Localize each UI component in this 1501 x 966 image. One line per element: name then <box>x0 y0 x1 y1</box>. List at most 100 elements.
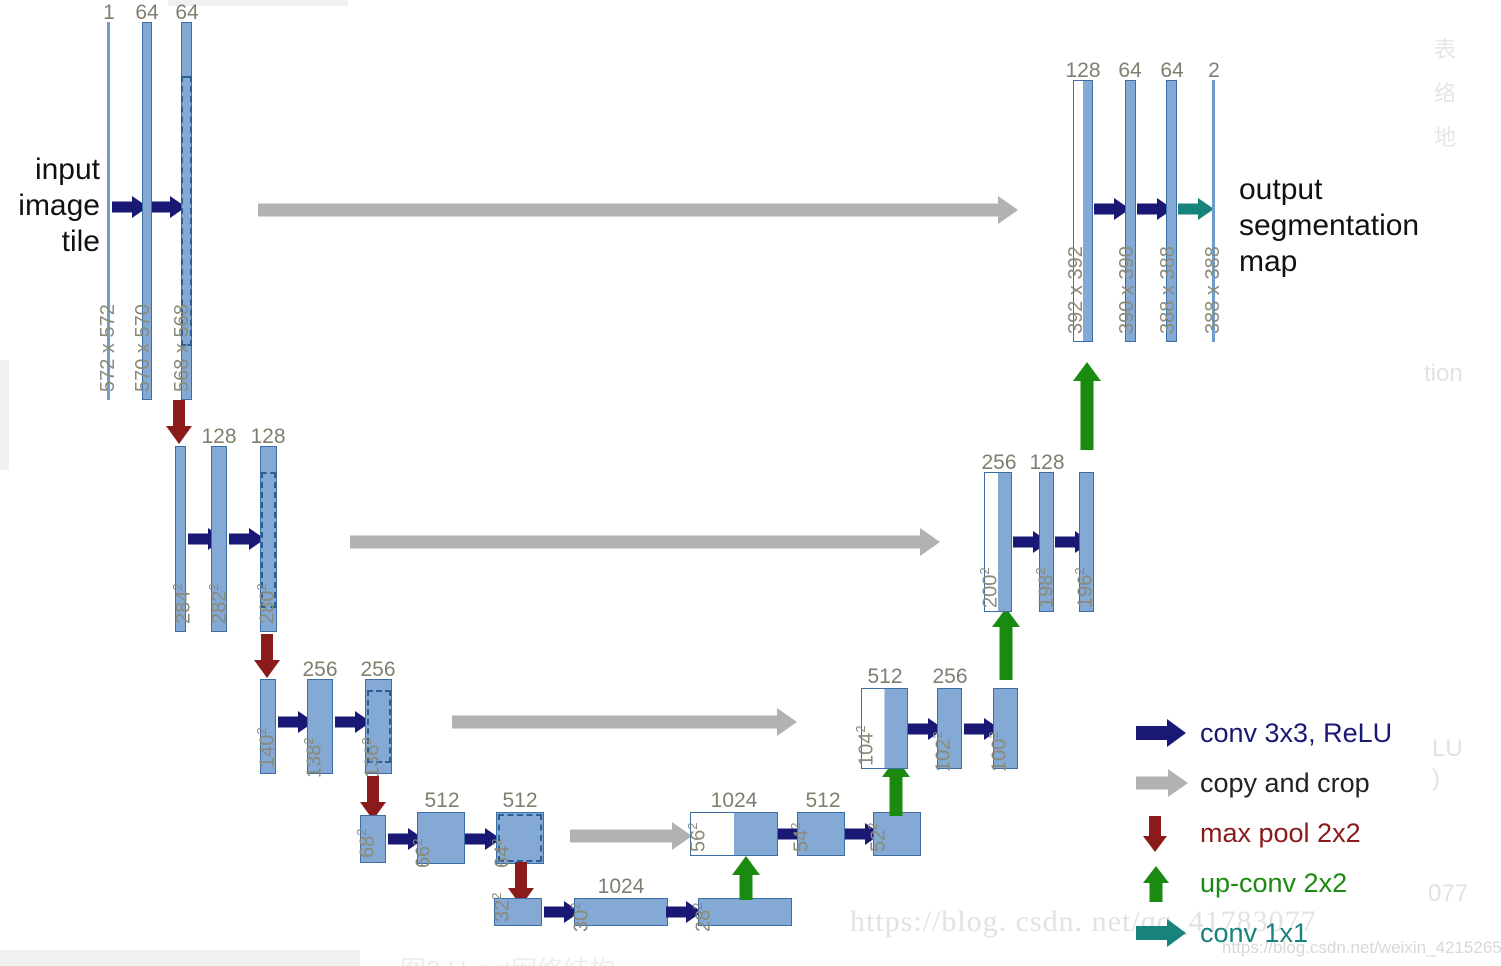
layer-bar-enc4-a <box>417 812 465 864</box>
size-label-bottom-b: 282 <box>690 902 715 932</box>
size-label-dec2-concat: 2002 <box>977 567 1002 608</box>
layer-bar-dec1-a <box>1125 80 1136 342</box>
channel-label-dec1-a: 64 <box>1118 59 1142 82</box>
legend-row-conv: conv 3x3, ReLU <box>1136 708 1476 758</box>
size-label-dec1-a: 390 x 390 <box>1116 246 1138 334</box>
channel-label-enc1-b: 64 <box>175 1 199 24</box>
layer-bar-enc2-input <box>175 446 186 632</box>
channel-label-enc1-input: 1 <box>103 1 115 24</box>
channel-label-dec2-concat: 256 <box>981 451 1017 474</box>
layer-bar-bottom-b <box>698 898 792 926</box>
layer-bar-dec2-a <box>1039 472 1054 612</box>
layer-bar-enc2-b <box>260 446 277 632</box>
size-label-dec2-b: 1962 <box>1072 567 1097 608</box>
copy-crop-arrow-level2 <box>350 528 940 556</box>
channel-label-output: 2 <box>1208 59 1220 82</box>
layer-bar-enc3-a <box>307 679 333 774</box>
size-label-dec1-b: 388 x 388 <box>1157 246 1179 334</box>
watermark-caption: 图2 U-net网络结构 <box>400 950 615 966</box>
channel-label-bottom-a: 1024 <box>597 875 645 898</box>
edge-strip-bottom-left <box>0 950 360 966</box>
layer-bar-dec4-concat <box>690 812 778 856</box>
channel-label-enc3-b: 256 <box>360 658 396 681</box>
layer-bar-enc4-input <box>360 815 386 863</box>
max-pool-arrow-level3 <box>360 776 386 820</box>
crop-region-enc3 <box>367 690 391 763</box>
up-arrow-green-icon <box>1142 866 1198 902</box>
layer-bar-dec1-concat <box>1073 80 1093 342</box>
size-label-dec1-concat: 392 x 392 <box>1065 246 1087 334</box>
conv-1x1-arrow-output <box>1178 198 1214 220</box>
channel-label-dec1-concat: 128 <box>1065 59 1101 82</box>
channel-label-enc4-a: 512 <box>424 789 460 812</box>
channel-label-dec2-a: 128 <box>1029 451 1065 474</box>
up-conv-arrow-level1 <box>1073 362 1101 450</box>
legend-row-upconv: up-conv 2x2 <box>1136 858 1476 908</box>
channel-label-enc3-a: 256 <box>302 658 338 681</box>
layer-bar-bottom-input <box>494 898 542 926</box>
size-label-output: 388 x 388 <box>1202 246 1224 334</box>
max-pool-arrow-level2 <box>254 634 280 678</box>
size-label-enc3-input: 1402 <box>254 727 279 768</box>
size-label-enc3-b: 1362 <box>359 737 384 778</box>
size-label-dec4-b: 522 <box>865 822 890 852</box>
legend-label-upconv: up-conv 2x2 <box>1200 868 1348 898</box>
copy-crop-arrow-level4 <box>570 822 692 850</box>
size-label-bottom-input: 322 <box>489 892 514 922</box>
size-label-dec3-b: 1002 <box>986 731 1011 772</box>
input-image-tile-label: input image tile <box>18 153 100 258</box>
edge-strip-left <box>0 360 9 470</box>
legend-label-copy: copy and crop <box>1200 768 1370 798</box>
layer-bar-enc3-b <box>365 679 392 774</box>
size-label-dec4-a: 542 <box>788 822 813 852</box>
size-label-dec3-concat: 1042 <box>853 725 878 766</box>
layer-bar-dec1-b <box>1166 80 1177 342</box>
size-label-dec2-a: 1982 <box>1033 567 1058 608</box>
channel-label-enc1-a: 64 <box>135 1 159 24</box>
size-label-enc4-input: 682 <box>354 828 379 858</box>
crop-region-enc1 <box>181 76 192 346</box>
layer-bar-enc1-input <box>107 22 110 400</box>
layer-bar-dec3-a <box>937 688 962 769</box>
channel-label-enc2-b: 128 <box>250 425 286 448</box>
edge-strip-top <box>168 0 348 6</box>
up-conv-arrow-level2 <box>992 608 1020 680</box>
legend-label-pool: max pool 2x2 <box>1200 818 1361 848</box>
legend-row-pool: max pool 2x2 <box>1136 808 1476 858</box>
size-label-enc1-b: 568 x 568 <box>171 304 193 392</box>
channel-label-dec3-a: 256 <box>932 665 968 688</box>
size-label-enc2-b: 2802 <box>254 583 279 624</box>
output-segmentation-map-label: output segmentation map <box>1239 173 1420 278</box>
watermark-fragment-tion: tion <box>1424 360 1463 387</box>
channel-label-dec4-a: 512 <box>805 789 841 812</box>
layer-bar-dec2-b <box>1079 472 1094 612</box>
channel-label-enc2-a: 128 <box>201 425 237 448</box>
size-label-enc3-a: 1382 <box>301 737 326 778</box>
size-label-dec3-a: 1022 <box>930 731 955 772</box>
copy-crop-arrow-level1 <box>258 196 1018 224</box>
right-arrow-navy-icon <box>1136 716 1192 750</box>
channel-label-enc4-b: 512 <box>502 789 538 812</box>
down-arrow-darkred-icon <box>1142 816 1198 852</box>
channel-label-dec4-concat: 1024 <box>710 789 758 812</box>
legend-row-conv1x1: conv 1x1 <box>1136 908 1476 958</box>
crop-region-enc2 <box>261 472 276 608</box>
crop-region-enc4 <box>498 814 542 862</box>
size-label-dec4-concat: 562 <box>685 822 710 852</box>
layer-bar-enc3-input <box>260 679 276 774</box>
legend: conv 3x3, ReLU copy and crop max pool 2x… <box>1136 708 1476 958</box>
legend-label-conv: conv 3x3, ReLU <box>1200 718 1393 748</box>
right-arrow-gray-icon <box>1136 766 1192 800</box>
up-conv-arrow-level4 <box>732 856 760 900</box>
channel-label-dec3-concat: 512 <box>867 665 903 688</box>
layer-bar-dec4-a <box>797 812 845 856</box>
layer-bar-enc4-b <box>496 812 544 864</box>
layer-bar-enc2-a <box>211 446 227 632</box>
watermark-cjk-right: 表络地 <box>1433 37 1456 150</box>
legend-row-copy: copy and crop <box>1136 758 1476 808</box>
copy-crop-arrow-level3 <box>452 708 797 736</box>
layer-bar-dec3-b <box>993 688 1018 769</box>
size-label-enc2-input: 2842 <box>170 583 195 624</box>
size-label-enc4-a: 662 <box>410 838 435 868</box>
